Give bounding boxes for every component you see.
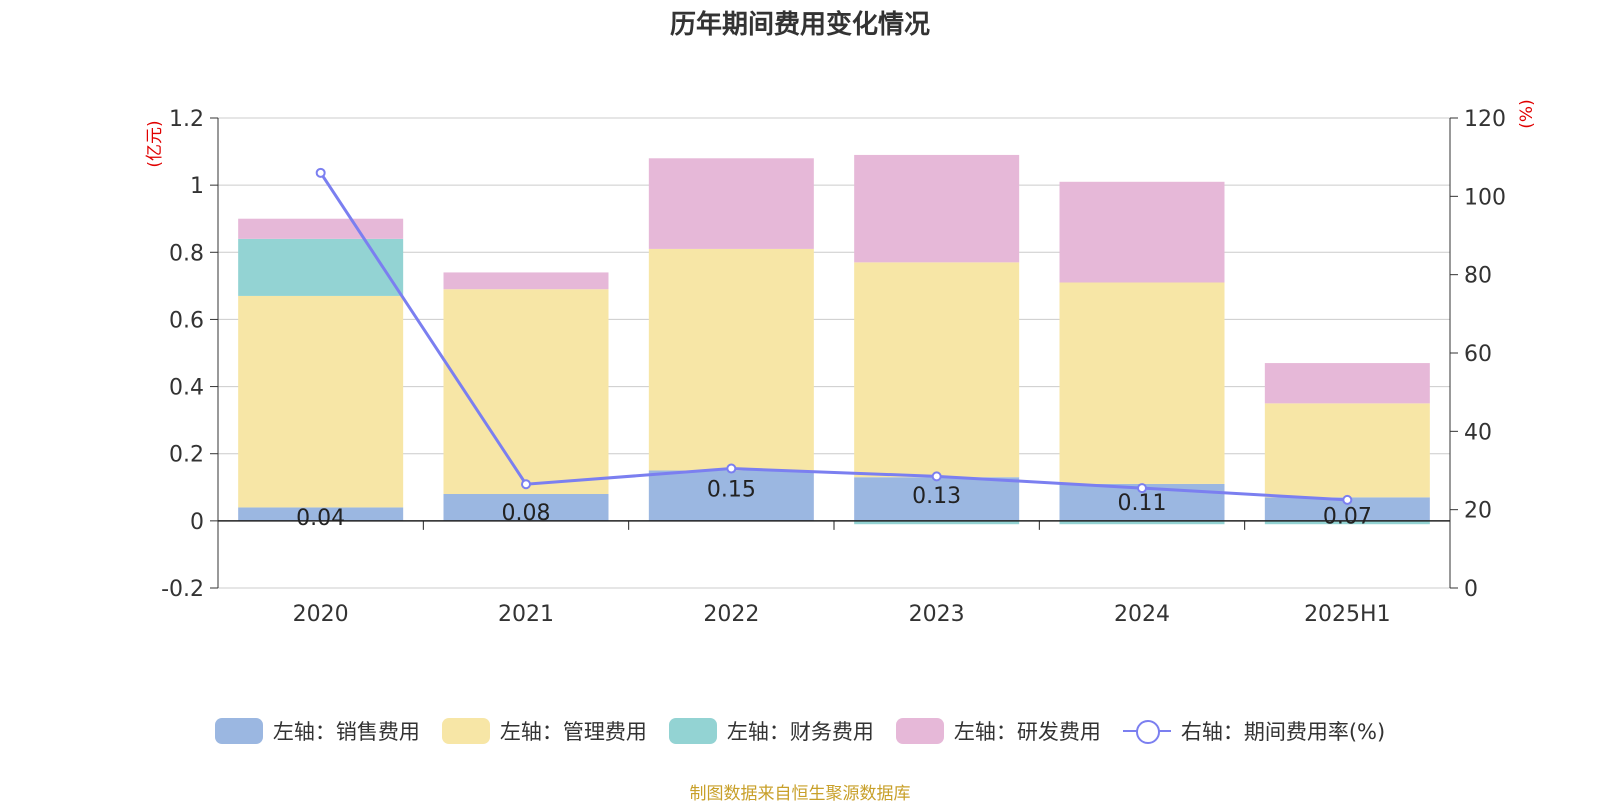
- x-axis-tick-label: 2021: [498, 602, 554, 627]
- data-labels: 0.04 0.08 0.15 0.13 0.11 0.07: [296, 478, 1372, 531]
- legend-label-rate: 右轴：期间费用率(%): [1180, 720, 1386, 744]
- bar-admin-2025H1: [1264, 403, 1430, 498]
- bar-finance-2020: [238, 238, 404, 296]
- rate-point-2022: [726, 463, 737, 474]
- bar-finance-2024: [1059, 520, 1225, 525]
- bar-sales-2022: [648, 470, 814, 521]
- bar-rd-2022: [648, 158, 814, 249]
- bar-sales-2020: [238, 507, 404, 521]
- legend-line-circle-icon: [1122, 718, 1171, 744]
- x-axis-tick-label: 2025H1: [1304, 602, 1391, 627]
- data-label-sales-2025H1: 0.07: [1323, 504, 1372, 529]
- bar-admin-2020: [238, 295, 404, 508]
- left-axis-unit: (亿元): [145, 120, 165, 167]
- bar-finance-2025H1: [1264, 520, 1430, 525]
- axes: -0.2 0 0.2 0.4 0.6 0.8 1 1.2 0 20 40 60 80 100 120 (亿元)…: [145, 99, 1537, 627]
- right-axis-tick-label: 80: [1464, 264, 1492, 289]
- bar-sales-2025H1: [1264, 497, 1430, 521]
- data-label-sales-2024: 0.11: [1118, 491, 1167, 516]
- rate-point-2020: [315, 167, 326, 178]
- bar-sales-2021: [443, 494, 609, 521]
- data-label-sales-2020: 0.04: [296, 506, 345, 531]
- bar-rd-2025H1: [1264, 363, 1430, 404]
- legend-swatch-rd: [895, 718, 944, 744]
- data-label-sales-2022: 0.15: [707, 478, 756, 503]
- right-axis-tick-label: 120: [1464, 107, 1506, 132]
- bar-rd-2023: [854, 154, 1020, 263]
- x-axis-tick-label: 2024: [1114, 602, 1170, 627]
- bar-rd-2021: [443, 272, 609, 290]
- legend-label-sales: 左轴：销售费用: [272, 720, 420, 744]
- chart-title: 历年期间费用变化情况: [669, 10, 930, 40]
- legend-item-rd[interactable]: 左轴：研发费用: [895, 716, 1101, 746]
- legend-label-admin: 左轴：管理费用: [499, 720, 647, 744]
- bar-finance-2023: [854, 520, 1020, 525]
- legend-item-rate[interactable]: 右轴：期间费用率(%): [1122, 716, 1386, 746]
- left-axis-tick-label: 0.2: [169, 443, 204, 468]
- x-axis-tick-label: 2020: [293, 602, 349, 627]
- bar-admin-2022: [648, 248, 814, 471]
- right-axis-tick-label: 20: [1464, 499, 1492, 524]
- rate-line: [319, 172, 1348, 502]
- bar-rd-2020: [238, 218, 404, 239]
- source-note: 制图数据来自恒生聚源数据库: [689, 784, 911, 804]
- bar-admin-2021: [443, 289, 609, 494]
- legend-item-sales[interactable]: 左轴：销售费用: [214, 716, 420, 746]
- left-axis-tick-label: 1: [190, 174, 204, 199]
- left-axis-tick-label: 0: [190, 510, 204, 535]
- right-axis-unit: (%): [1517, 99, 1537, 128]
- left-axis-tick-label: 0.4: [169, 376, 204, 401]
- left-axis-tick-label: 1.2: [169, 107, 204, 132]
- legend-swatch-sales: [214, 718, 263, 744]
- rate-point-2024: [1137, 483, 1147, 494]
- rate-point-2025H1: [1342, 494, 1353, 505]
- legend-label-finance: 左轴：财务费用: [726, 720, 874, 744]
- bar-admin-2024: [1059, 282, 1225, 484]
- x-axis-tick-label: 2022: [703, 602, 759, 627]
- x-axis-tick-label: 2023: [909, 602, 965, 627]
- bar-series: [238, 154, 1430, 525]
- legend-swatch-finance: [668, 718, 717, 744]
- right-axis-tick-label: 0: [1464, 577, 1478, 602]
- left-axis-tick-label: -0.2: [161, 577, 204, 602]
- right-axis-tick-label: 100: [1464, 185, 1506, 210]
- data-label-sales-2021: 0.08: [502, 501, 551, 526]
- legend-item-finance[interactable]: 左轴：财务费用: [668, 716, 874, 746]
- legend-item-admin[interactable]: 左轴：管理费用: [441, 716, 647, 746]
- legend-label-rd: 左轴：研发费用: [953, 720, 1101, 744]
- bar-admin-2023: [854, 262, 1020, 478]
- left-axis-tick-label: 0.6: [169, 308, 204, 333]
- data-label-sales-2023: 0.13: [912, 484, 961, 509]
- rate-line-series: [315, 167, 1353, 505]
- rate-point-2021: [521, 479, 531, 490]
- legend: 左轴：销售费用 左轴：管理费用 左轴：财务费用 左轴：研发费用 右轴：期间费用率…: [0, 716, 1600, 746]
- right-axis-tick-label: 60: [1464, 342, 1492, 367]
- bar-rd-2024: [1059, 181, 1225, 283]
- bar-sales-2023: [854, 477, 1020, 521]
- legend-swatch-admin: [441, 718, 490, 744]
- left-axis-tick-label: 0.8: [169, 241, 204, 266]
- rate-point-2023: [931, 471, 942, 482]
- right-axis-tick-label: 40: [1464, 420, 1492, 445]
